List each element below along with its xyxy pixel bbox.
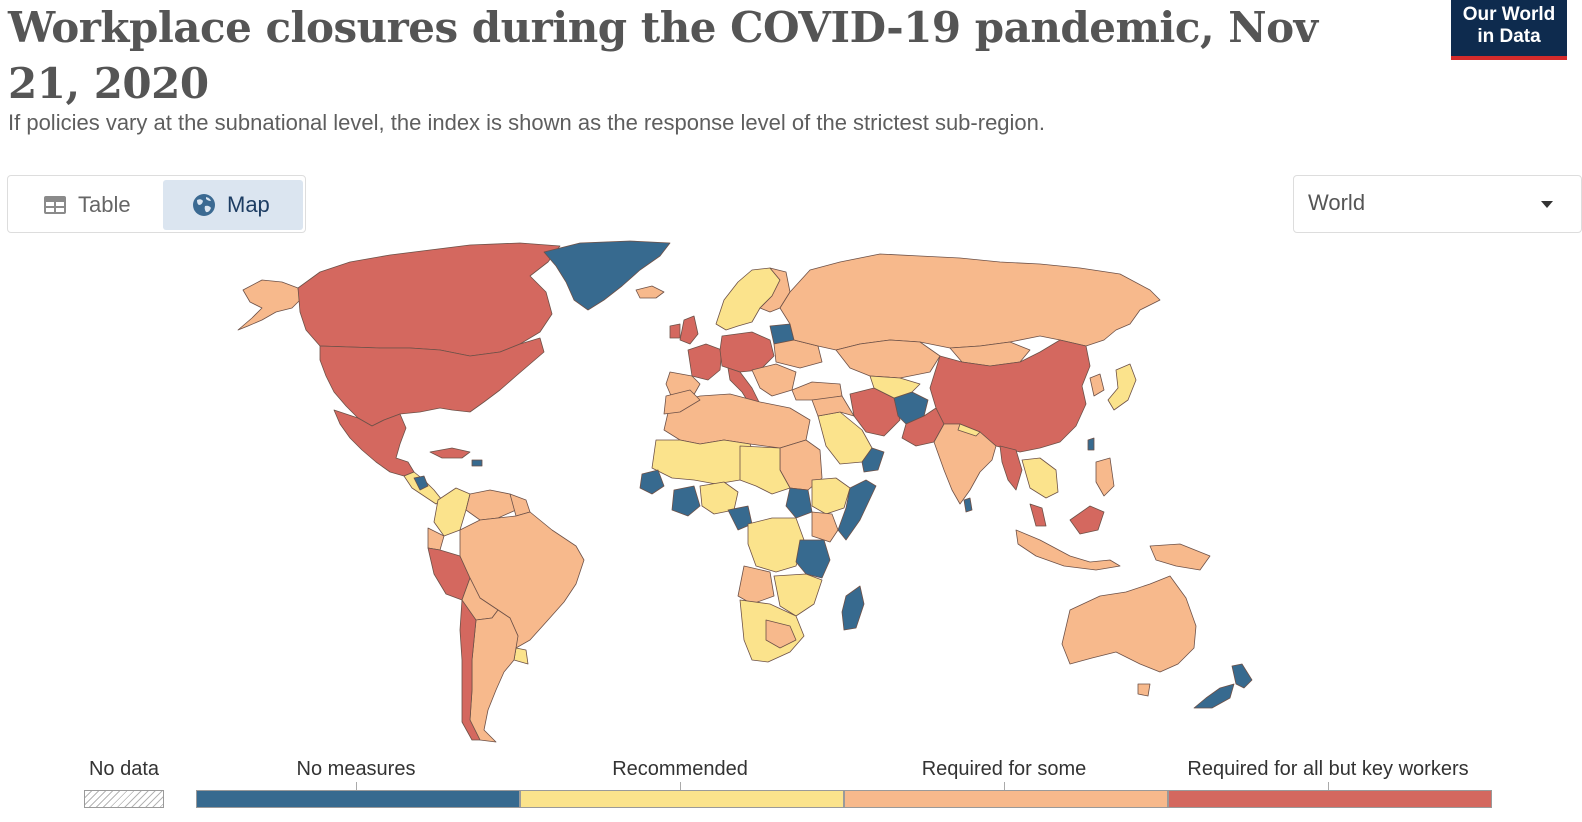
region-greenland[interactable] [543,240,671,311]
region-chile[interactable] [459,599,481,741]
region-somalia[interactable] [837,479,877,541]
region-india[interactable] [933,423,997,505]
chart-subtitle: If policies vary at the subnational leve… [8,110,1046,135]
region-japan[interactable] [1107,363,1137,411]
region-new-zealand-south[interactable] [1193,683,1235,709]
legend-swatch-no-data[interactable] [84,790,164,808]
region-ethiopia[interactable] [811,477,851,515]
region-select-value: World [1308,190,1366,215]
region-myanmar[interactable] [999,445,1023,491]
region-sri-lanka[interactable] [963,497,973,513]
region-iraq-syria[interactable] [811,395,855,417]
region-south-sudan[interactable] [785,487,813,519]
region-kazakhstan[interactable] [835,339,941,379]
legend-swatch-no-measures[interactable] [196,790,520,808]
logo-line-1: Our World [1462,4,1556,25]
region-taiwan[interactable] [1087,437,1095,451]
region-nepal[interactable] [957,423,981,437]
region-congo[interactable] [747,517,805,573]
region-balkans[interactable] [751,363,797,397]
region-angola[interactable] [737,565,775,605]
legend-tick [356,782,357,790]
logo-line-2: in Data [1477,26,1541,47]
region-new-zealand-north[interactable] [1231,663,1253,689]
region-france[interactable] [687,343,723,381]
region-argentina[interactable] [469,609,519,743]
region-south-africa[interactable] [765,619,797,649]
region-iceland[interactable] [635,285,665,299]
region-borneo[interactable] [1069,505,1105,535]
region-finland[interactable] [759,267,791,313]
tab-table-label: Table [78,192,131,217]
globe-icon [193,194,215,216]
owid-logo[interactable]: Our World in Data [1451,0,1567,60]
legend-label-recommended: Recommended [612,758,748,780]
region-new-guinea[interactable] [1149,543,1211,571]
legend-swatch-required-some[interactable] [844,790,1168,808]
region-senegal-guinea[interactable] [639,469,665,495]
legend-swatch-recommended[interactable] [520,790,844,808]
region-indonesia[interactable] [1015,529,1121,571]
legend-label-no-data: No data [88,758,160,780]
region-tanzania[interactable] [795,539,831,579]
region-chad-niger[interactable] [739,445,791,495]
region-malaysia[interactable] [1029,503,1047,527]
region-canada[interactable] [297,242,561,357]
region-united-states[interactable] [319,337,545,427]
tab-table[interactable]: Table [12,180,160,230]
region-philippines[interactable] [1095,457,1115,497]
region-ireland[interactable] [669,323,681,339]
chevron-down-icon [1541,201,1553,208]
region-alaska[interactable] [237,279,301,331]
legend-tick [1004,782,1005,790]
region-oman-yemen[interactable] [861,447,885,473]
tab-map[interactable]: Map [163,180,303,230]
world-map [237,240,1253,743]
tab-map-label: Map [227,192,270,217]
region-uruguay[interactable] [513,647,529,665]
region-morocco[interactable] [663,389,701,415]
legend-label-required-some: Required for some [921,758,1087,780]
region-mozambique-region[interactable] [773,573,823,617]
region-cuba[interactable] [429,447,471,459]
region-colombia[interactable] [433,487,471,537]
region-uk[interactable] [679,315,699,345]
legend-label-required-all: Required for all but key workers [1187,758,1469,780]
region-russia[interactable] [779,253,1161,351]
view-tabs: Table Map [7,175,306,233]
region-venezuela[interactable] [465,489,517,521]
legend-label-no-measures: No measures [296,758,416,780]
region-korea[interactable] [1089,373,1105,397]
region-central-asia[interactable] [869,375,921,399]
legend-tick [680,782,681,790]
region-ghana-region[interactable] [671,485,701,517]
region-kenya[interactable] [811,511,839,543]
legend-tick [1328,782,1329,790]
region-haiti[interactable] [471,459,483,467]
region-tasmania[interactable] [1137,683,1151,697]
chart-title: Workplace closures during the COVID-19 p… [8,3,1318,108]
table-icon [44,196,66,214]
region-australia[interactable] [1061,575,1197,673]
region-madagascar[interactable] [841,585,865,631]
region-nicaragua[interactable] [413,475,429,491]
region-central-europe[interactable] [719,331,775,373]
region-select[interactable]: World [1293,175,1582,233]
region-mexico[interactable] [333,409,415,477]
region-southeast-asia[interactable] [1021,457,1059,499]
legend-swatch-required-all[interactable] [1168,790,1492,808]
